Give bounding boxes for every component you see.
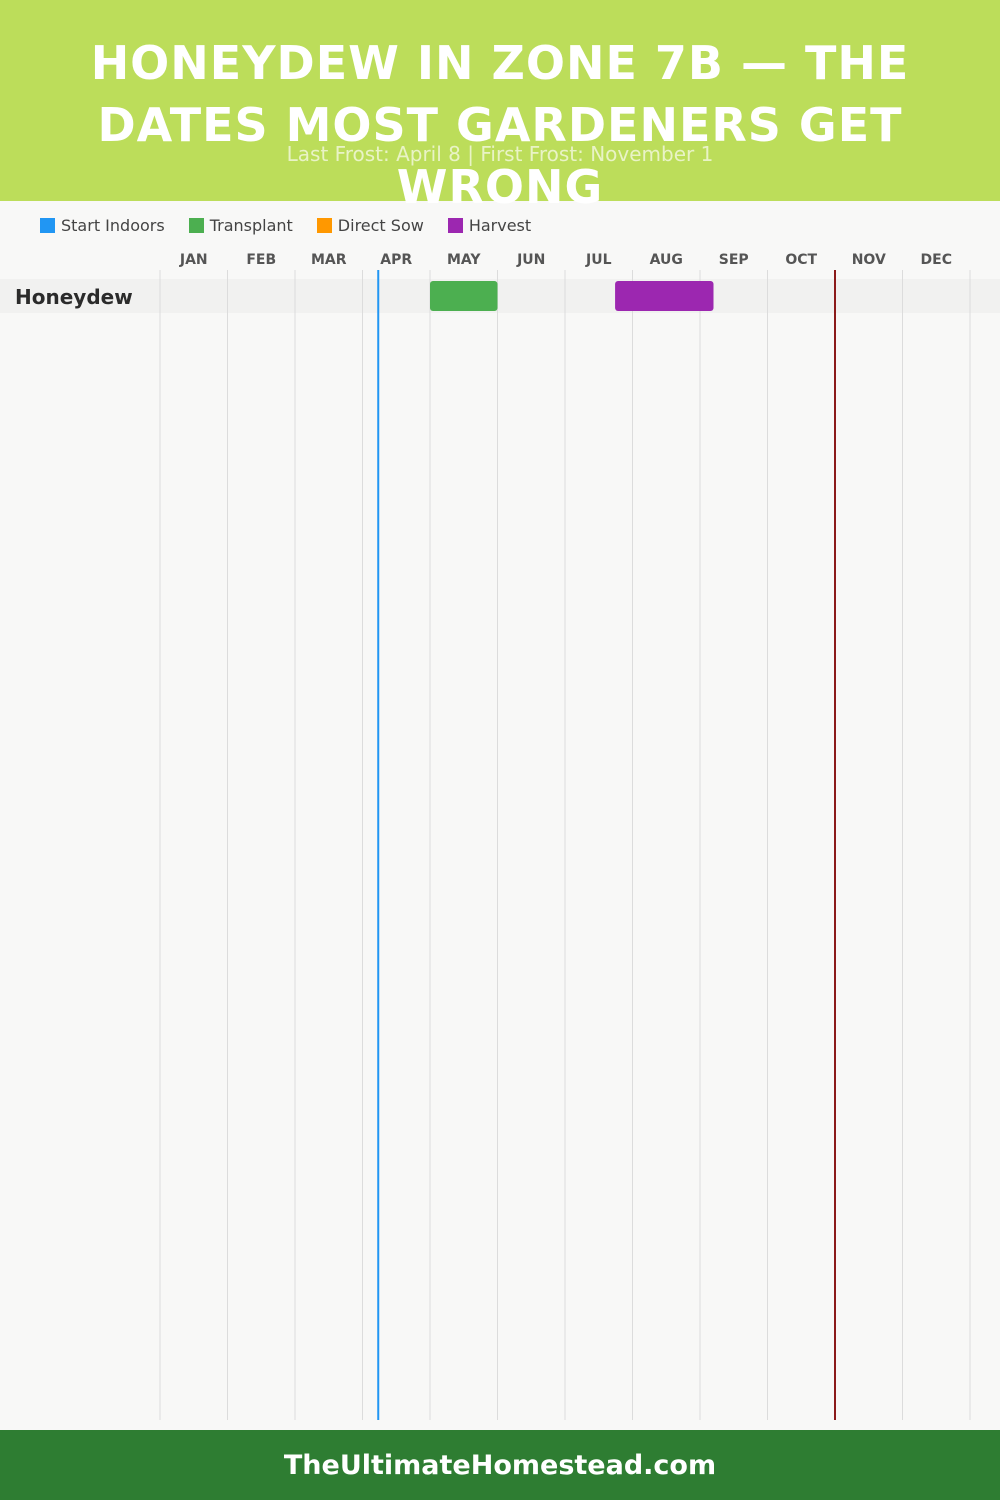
legend-item-direct-sow: Direct Sow bbox=[316, 215, 424, 235]
month-tick-label: APR bbox=[380, 252, 412, 268]
legend-label-direct-sow: Direct Sow bbox=[337, 215, 424, 235]
month-tick-label: FEB bbox=[246, 252, 276, 268]
footer-site-link[interactable]: TheUltimateHomestead.com bbox=[283, 1449, 717, 1481]
month-tick-label: OCT bbox=[785, 252, 817, 268]
month-tick-label: JAN bbox=[179, 252, 208, 268]
footer-banner: TheUltimateHomestead.com bbox=[0, 1430, 1000, 1500]
legend-swatch-harvest bbox=[447, 217, 463, 233]
legend-label-harvest: Harvest bbox=[468, 215, 532, 235]
month-tick-label: JUL bbox=[585, 252, 612, 268]
legend-item-start-indoors: Start Indoors bbox=[40, 216, 165, 235]
legend-label-start-indoors: Start Indoors bbox=[61, 215, 165, 235]
legend-swatch-transplant bbox=[188, 217, 204, 233]
chart-legend: Start Indoors Transplant Direct Sow Harv… bbox=[40, 212, 555, 238]
month-tick-label: MAY bbox=[447, 252, 481, 268]
bar-harvest bbox=[615, 281, 714, 311]
month-tick-label: DEC bbox=[921, 252, 952, 268]
legend-swatch-start-indoors bbox=[40, 217, 55, 233]
legend-label-transplant: Transplant bbox=[209, 215, 293, 235]
crop-label: Honeydew bbox=[15, 285, 133, 309]
month-tick-label: JUN bbox=[516, 252, 545, 268]
legend-item-harvest: Harvest bbox=[447, 215, 532, 235]
chart-row-band bbox=[0, 279, 1000, 313]
month-tick-label: SEP bbox=[719, 252, 749, 268]
legend-item-transplant: Transplant bbox=[188, 215, 293, 235]
month-tick-label: AUG bbox=[650, 252, 683, 268]
bar-transplant bbox=[430, 281, 498, 311]
page-title: HONEYDEW IN ZONE 7B — THE DATES MOST GAR… bbox=[90, 36, 910, 214]
frost-dates-subtitle: Last Frost: April 8 | First Frost: Novem… bbox=[286, 142, 714, 166]
month-tick-label: MAR bbox=[311, 252, 347, 268]
legend-swatch-direct-sow bbox=[316, 217, 332, 233]
month-tick-label: NOV bbox=[852, 252, 886, 268]
header-banner: HONEYDEW IN ZONE 7B — THE DATES MOST GAR… bbox=[0, 0, 1000, 214]
